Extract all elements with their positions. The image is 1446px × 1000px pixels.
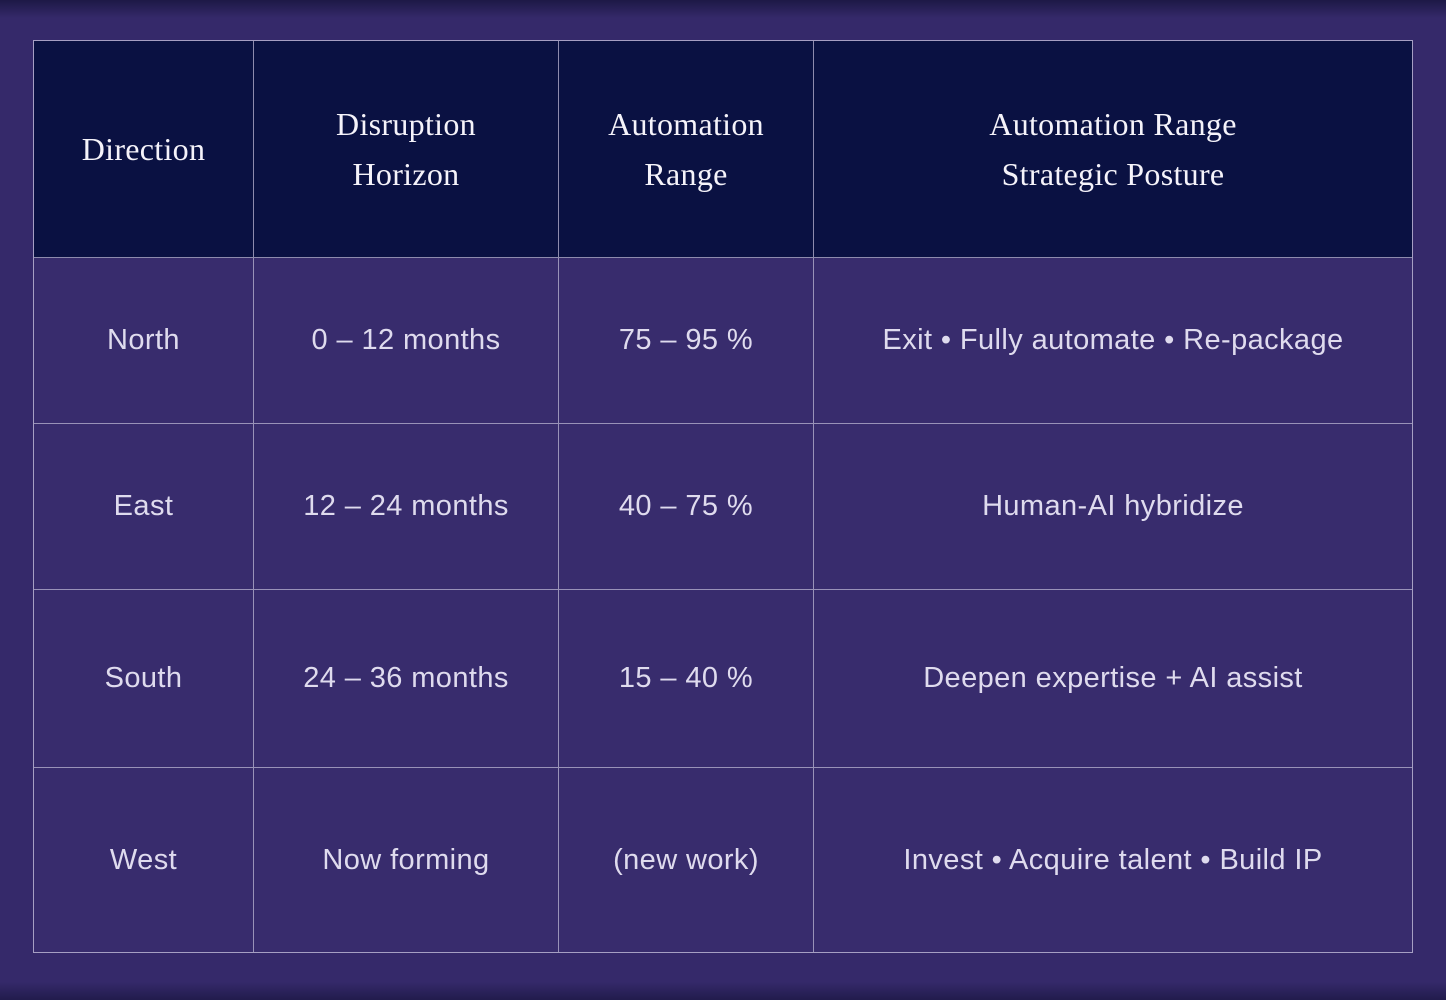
- cell-horizon-south: 24 – 36 months: [254, 590, 559, 768]
- cell-direction-north: North: [34, 258, 254, 424]
- column-header-direction: Direction: [34, 41, 254, 258]
- column-header-label: Direction: [81, 131, 206, 167]
- cell-direction-south: South: [34, 590, 254, 768]
- column-header-automation-range: Automation Range: [559, 41, 814, 258]
- cell-direction-west: West: [34, 768, 254, 952]
- cell-horizon-north: 0 – 12 months: [254, 258, 559, 424]
- cell-range-east: 40 – 75 %: [559, 424, 814, 590]
- cell-posture-south: Deepen expertise + AI assist: [814, 590, 1412, 768]
- column-header-label: Automation: [608, 106, 764, 142]
- column-header-label: Disruption: [336, 106, 476, 142]
- column-header-label: Range: [644, 156, 728, 192]
- column-header-disruption-horizon: Disruption Horizon: [254, 41, 559, 258]
- column-header-strategic-posture: Automation Range Strategic Posture: [814, 41, 1412, 258]
- column-header-label: Horizon: [352, 156, 460, 192]
- column-header-label: Strategic Posture: [1001, 156, 1225, 192]
- cell-range-south: 15 – 40 %: [559, 590, 814, 768]
- cell-horizon-west: Now forming: [254, 768, 559, 952]
- cell-horizon-east: 12 – 24 months: [254, 424, 559, 590]
- cell-posture-north: Exit • Fully automate • Re-package: [814, 258, 1412, 424]
- cell-posture-west: Invest • Acquire talent • Build IP: [814, 768, 1412, 952]
- column-header-label: Automation Range: [989, 106, 1237, 142]
- cell-range-north: 75 – 95 %: [559, 258, 814, 424]
- cell-direction-east: East: [34, 424, 254, 590]
- cell-range-west: (new work): [559, 768, 814, 952]
- strategy-table: Direction Disruption Horizon Automation …: [33, 40, 1413, 953]
- cell-posture-east: Human-AI hybridize: [814, 424, 1412, 590]
